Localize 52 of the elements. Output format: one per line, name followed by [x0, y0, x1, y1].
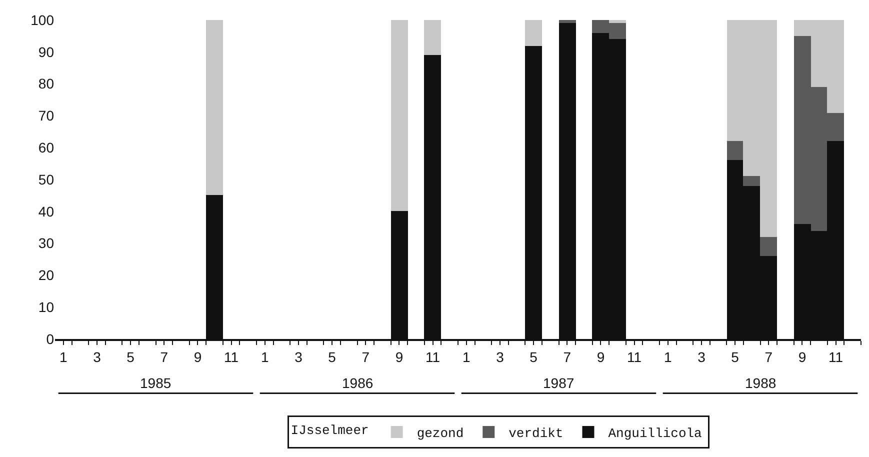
bar — [559, 20, 576, 23]
y-tick-label: 50 — [38, 171, 54, 188]
y-tick-label: 80 — [38, 76, 54, 92]
y-tick-label: 20 — [38, 267, 54, 284]
y-tick-label: 60 — [38, 140, 54, 156]
x-tick-label: 11 — [627, 348, 642, 365]
legend-title: IJsselmeer — [290, 422, 369, 438]
x-tick-label: 9 — [798, 348, 806, 365]
x-tick-label: 3 — [294, 348, 303, 365]
x-tick-label: 11 — [828, 348, 844, 365]
bar — [760, 237, 777, 256]
x-tick-label: 9 — [194, 348, 202, 365]
x-tick-label: 1 — [664, 348, 672, 365]
y-tick-label: 100 — [30, 12, 54, 28]
x-tick-label: 11 — [426, 348, 440, 365]
x-tick-label: 7 — [764, 348, 773, 365]
bar — [727, 141, 743, 160]
x-tick-label: 5 — [328, 348, 336, 365]
bar — [743, 176, 760, 186]
x-tick-label: 1 — [261, 348, 269, 365]
legend-label: gezond — [416, 426, 464, 442]
x-tick-label: 1 — [462, 348, 470, 365]
x-tick-label: 5 — [530, 348, 538, 365]
legend-label: verdikt — [508, 426, 564, 442]
x-tick-label: 9 — [596, 348, 605, 365]
bar — [206, 20, 223, 195]
x-tick-label: 9 — [395, 348, 404, 365]
y-tick-label: 90 — [38, 44, 54, 60]
text: 1987 — [543, 375, 574, 391]
x-tick-label: 3 — [496, 348, 504, 365]
y-tick-label: 10 — [38, 299, 54, 315]
text: 1985 — [140, 375, 172, 391]
text: 1986 — [342, 375, 374, 391]
y-tick-label: 0 — [46, 330, 54, 347]
legend-label: Anguillicola — [608, 426, 702, 442]
x-tick-label: 1 — [60, 348, 68, 365]
x-tick-label: 11 — [224, 348, 239, 365]
x-tick-label: 7 — [563, 348, 572, 365]
y-tick-label: 70 — [38, 108, 54, 124]
x-tick-label: 3 — [93, 348, 102, 365]
x-tick-label: 7 — [160, 348, 168, 365]
x-tick-label: 5 — [731, 348, 740, 365]
x-tick-label: 5 — [126, 348, 135, 365]
bar — [609, 20, 626, 23]
y-tick-label: 40 — [38, 203, 54, 220]
y-tick-label: 30 — [38, 235, 54, 252]
bar — [525, 20, 542, 46]
x-tick-label: 3 — [698, 348, 706, 365]
bar — [391, 20, 408, 211]
bar — [424, 20, 441, 55]
x-tick-label: 7 — [362, 348, 370, 365]
text: 1988 — [745, 375, 776, 391]
